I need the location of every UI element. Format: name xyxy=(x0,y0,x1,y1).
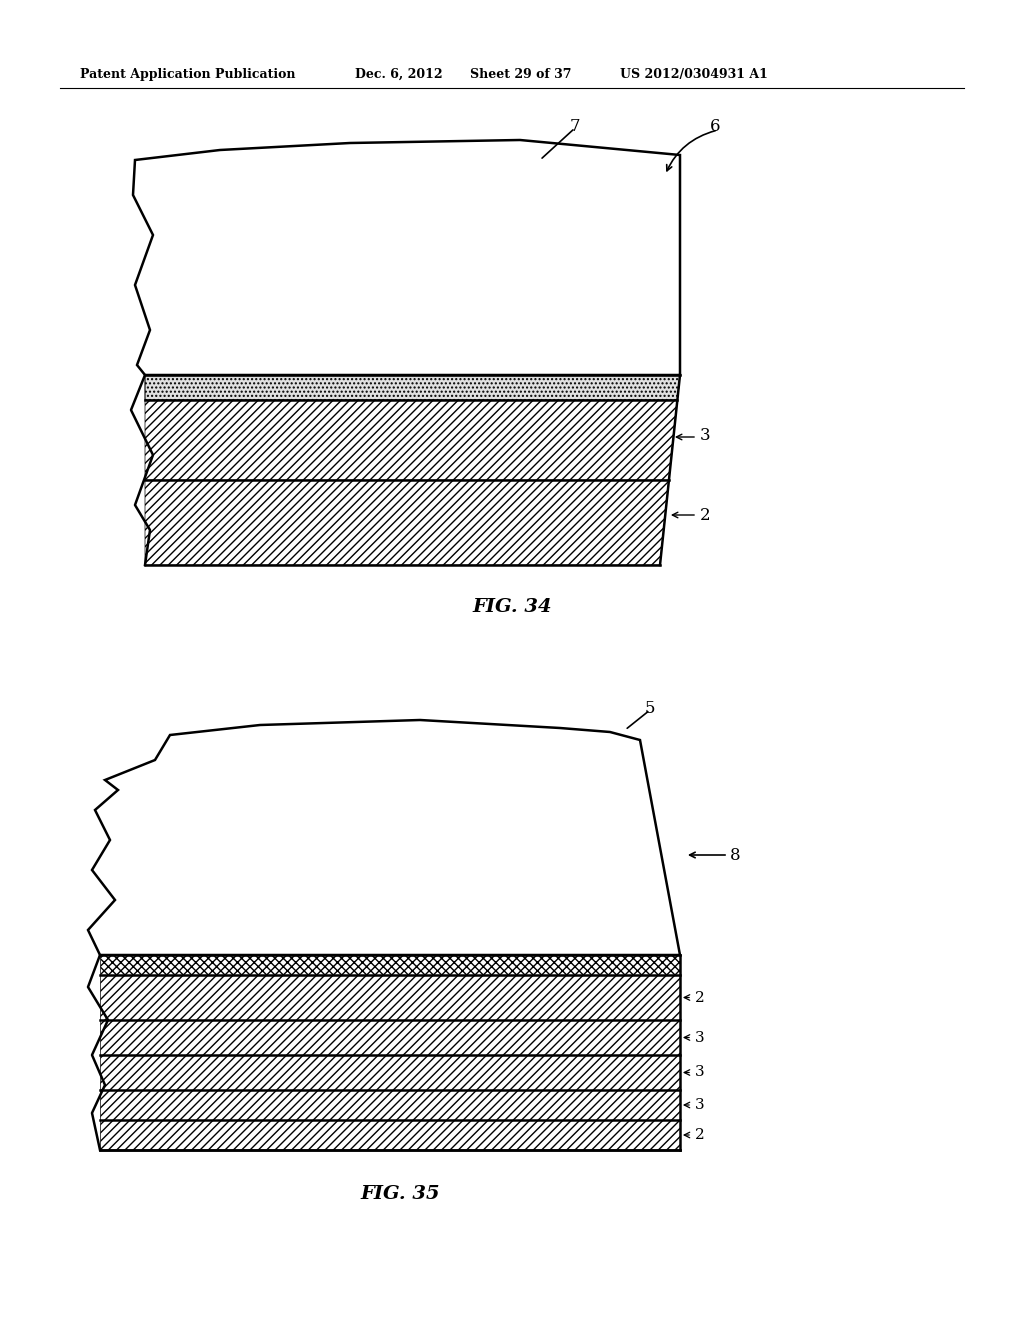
Text: 2: 2 xyxy=(695,990,705,1005)
Text: 3: 3 xyxy=(700,426,711,444)
Text: 2: 2 xyxy=(695,1129,705,1142)
Text: 5: 5 xyxy=(645,700,655,717)
Text: Patent Application Publication: Patent Application Publication xyxy=(80,69,296,81)
Polygon shape xyxy=(88,719,680,954)
Text: 6: 6 xyxy=(710,117,721,135)
Polygon shape xyxy=(100,1090,680,1119)
Polygon shape xyxy=(100,1119,680,1150)
Text: Dec. 6, 2012: Dec. 6, 2012 xyxy=(355,69,442,81)
Polygon shape xyxy=(100,1020,680,1055)
Polygon shape xyxy=(100,975,680,1020)
Polygon shape xyxy=(100,954,680,975)
Text: 3: 3 xyxy=(695,1031,705,1044)
Polygon shape xyxy=(145,480,669,565)
Text: Sheet 29 of 37: Sheet 29 of 37 xyxy=(470,69,571,81)
Text: 3: 3 xyxy=(695,1098,705,1111)
Text: FIG. 34: FIG. 34 xyxy=(472,598,552,616)
Polygon shape xyxy=(133,140,680,375)
Polygon shape xyxy=(100,1055,680,1090)
Text: 3: 3 xyxy=(695,1065,705,1080)
Text: 2: 2 xyxy=(700,507,711,524)
Text: US 2012/0304931 A1: US 2012/0304931 A1 xyxy=(620,69,768,81)
Text: 8: 8 xyxy=(730,846,740,863)
Polygon shape xyxy=(145,375,680,400)
Text: FIG. 35: FIG. 35 xyxy=(360,1185,440,1203)
Polygon shape xyxy=(145,400,677,480)
Text: 7: 7 xyxy=(570,117,581,135)
